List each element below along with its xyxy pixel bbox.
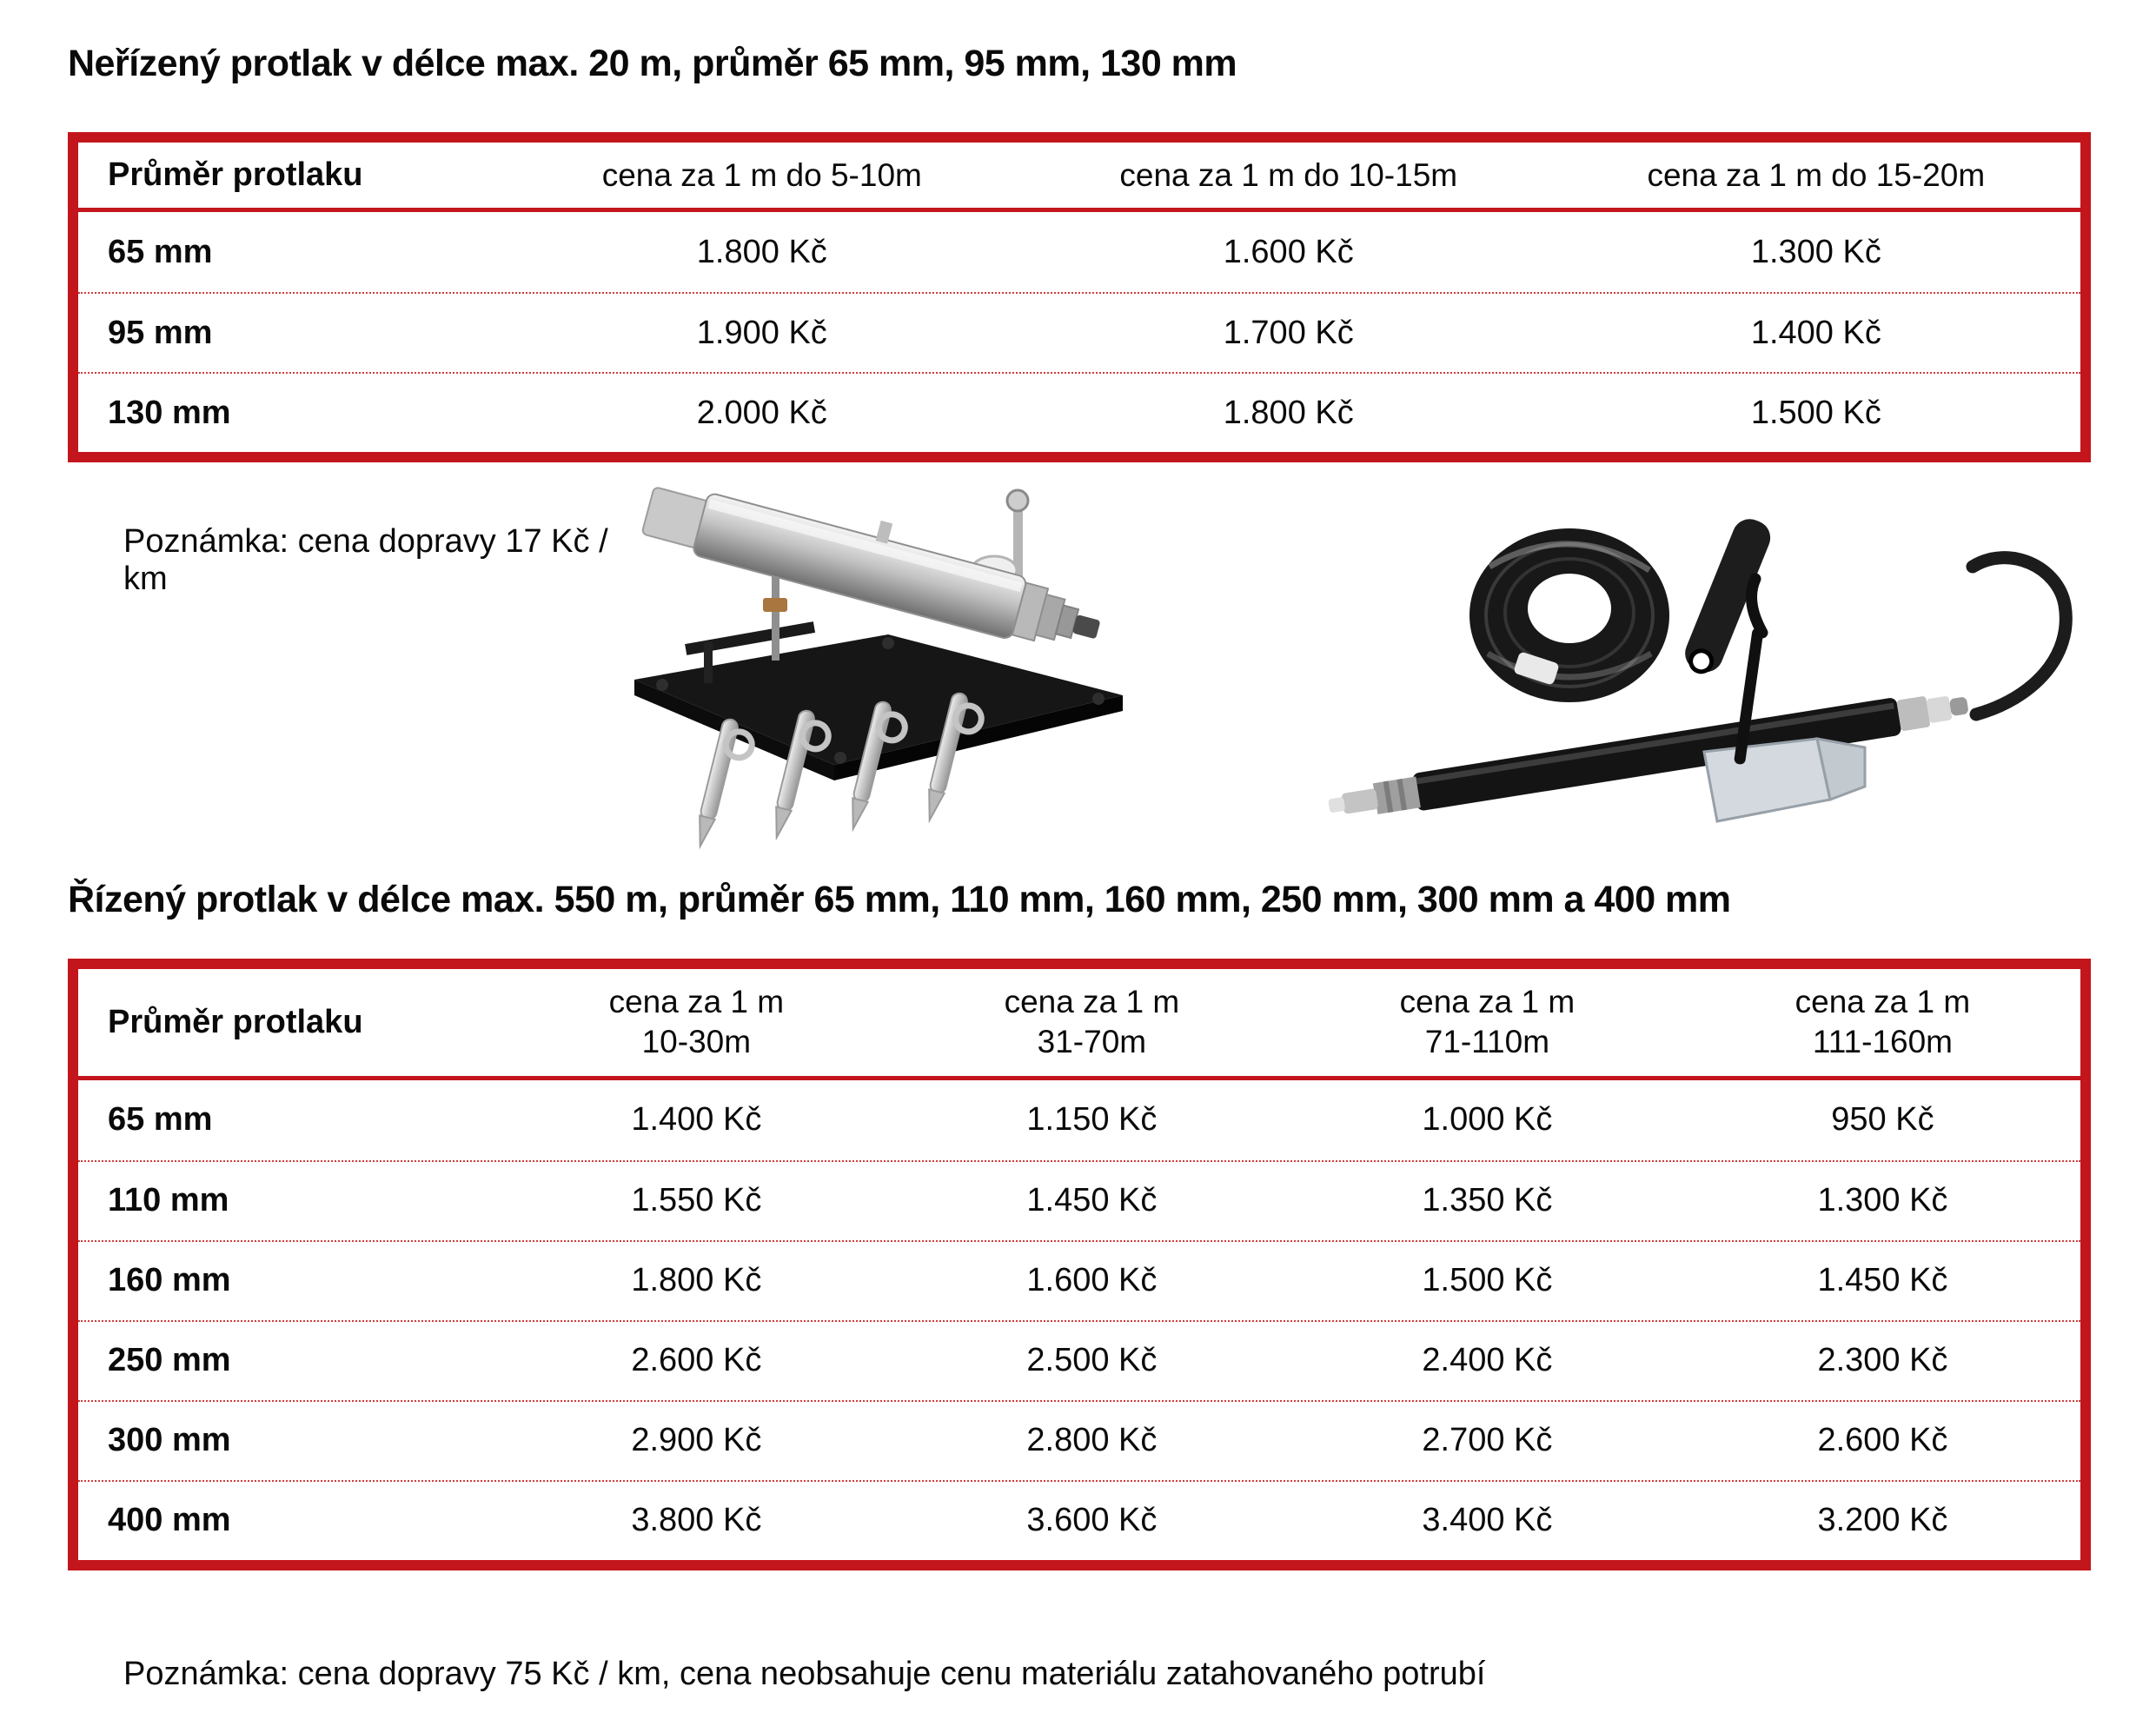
- table-row: 250 mm 2.600 Kč 2.500 Kč 2.400 Kč 2.300 …: [78, 1319, 2080, 1400]
- diameter-cell: 110 mm: [108, 1182, 229, 1219]
- table-row: 300 mm 2.900 Kč 2.800 Kč 2.700 Kč 2.600 …: [78, 1399, 2080, 1480]
- price-cell: 3.800 Kč: [631, 1502, 762, 1539]
- price-cell: 2.600 Kč: [631, 1342, 762, 1379]
- header-line: cena za 1 m: [1004, 984, 1180, 1020]
- price-cell: 2.300 Kč: [1817, 1342, 1948, 1379]
- header-cell-diameter: Průměr protlaku: [78, 1002, 499, 1044]
- price-cell: 1.600 Kč: [1026, 1262, 1158, 1299]
- diameter-cell: 300 mm: [108, 1422, 231, 1459]
- price-cell: 1.450 Kč: [1026, 1182, 1158, 1219]
- diameter-cell: 65 mm: [108, 233, 213, 270]
- price-cell: 1.500 Kč: [1750, 394, 1881, 431]
- pneumatic-piercing-machine-photo: [601, 487, 1158, 860]
- price-cell: 2.600 Kč: [1817, 1422, 1948, 1459]
- header-line: 71-110m: [1424, 1024, 1550, 1060]
- header-cell-price-3: cena za 1 m 71-110m: [1290, 982, 1685, 1063]
- diameter-cell: 160 mm: [108, 1262, 231, 1299]
- header-cell-price-1: cena za 1 m 10-30m: [499, 982, 894, 1063]
- table-header-row: Průměr protlaku cena za 1 m do 5-10m cen…: [78, 143, 2080, 213]
- section-title-unguided: Neřízený protlak v délce max. 20 m, prům…: [68, 43, 1237, 84]
- price-cell: 1.550 Kč: [631, 1182, 762, 1219]
- price-cell: 3.400 Kč: [1422, 1502, 1553, 1539]
- price-cell: 1.600 Kč: [1223, 233, 1354, 270]
- price-cell: 1.800 Kč: [696, 233, 827, 270]
- diameter-cell: 95 mm: [108, 314, 213, 351]
- price-cell: 2.900 Kč: [631, 1422, 762, 1459]
- header-line: protlaku: [232, 1003, 363, 1040]
- price-cell: 1.700 Kč: [1223, 314, 1354, 351]
- unguided-price-table: Průměr protlaku cena za 1 m do 5-10m cen…: [68, 132, 2091, 463]
- price-cell: 1.400 Kč: [631, 1101, 762, 1139]
- diameter-cell: 250 mm: [108, 1342, 231, 1379]
- table-row: 65 mm 1.800 Kč 1.600 Kč 1.300 Kč: [78, 212, 2080, 292]
- price-cell: 1.900 Kč: [696, 314, 827, 351]
- price-cell: 1.500 Kč: [1422, 1262, 1553, 1299]
- price-cell: 2.400 Kč: [1422, 1342, 1553, 1379]
- table-row: 160 mm 1.800 Kč 1.600 Kč 1.500 Kč 1.450 …: [78, 1239, 2080, 1320]
- table-row: 110 mm 1.550 Kč 1.450 Kč 1.350 Kč 1.300 …: [78, 1159, 2080, 1240]
- section-title-guided: Řízený protlak v délce max. 550 m, průmě…: [68, 879, 1731, 921]
- table-row: 65 mm 1.400 Kč 1.150 Kč 1.000 Kč 950 Kč: [78, 1080, 2080, 1160]
- price-cell: 3.600 Kč: [1026, 1502, 1158, 1539]
- drill-lance-with-hose-coil-photo: [1309, 487, 2091, 860]
- header-line: cena za 1 m: [1399, 984, 1576, 1020]
- header-line: Průměr: [108, 1003, 224, 1040]
- unguided-media-row: Poznámka: cena dopravy 17 Kč / km: [68, 487, 2091, 862]
- price-cell: 2.500 Kč: [1026, 1342, 1158, 1379]
- price-cell: 2.700 Kč: [1422, 1422, 1553, 1459]
- guided-price-table: Průměr protlaku cena za 1 m 10-30m cena …: [68, 958, 2091, 1570]
- diameter-cell: 130 mm: [108, 394, 231, 431]
- header-line: 31-70m: [1037, 1024, 1147, 1060]
- table-row: 400 mm 3.800 Kč 3.600 Kč 3.400 Kč 3.200 …: [78, 1479, 2080, 1560]
- note-guided: Poznámka: cena dopravy 75 Kč / km, cena …: [123, 1655, 1486, 1692]
- header-cell-diameter: Průměr protlaku: [108, 156, 363, 194]
- header-cell-price-2: cena za 1 m do 10-15m: [1119, 156, 1458, 193]
- header-cell-price-2: cena za 1 m 31-70m: [894, 982, 1290, 1063]
- table-row: 95 mm 1.900 Kč 1.700 Kč 1.400 Kč: [78, 292, 2080, 372]
- price-cell: 1.450 Kč: [1817, 1262, 1948, 1299]
- price-cell: 1.150 Kč: [1026, 1101, 1158, 1139]
- header-line: cena za 1 m: [1794, 984, 1971, 1020]
- header-line: 111-160m: [1812, 1024, 1953, 1060]
- header-line: 10-30m: [641, 1024, 752, 1060]
- price-cell: 1.400 Kč: [1750, 314, 1881, 351]
- price-cell: 1.000 Kč: [1422, 1101, 1553, 1139]
- price-cell: 1.300 Kč: [1817, 1182, 1948, 1219]
- header-line: cena za 1 m: [608, 984, 785, 1020]
- note-unguided: Poznámka: cena dopravy 17 Kč / km: [123, 523, 608, 598]
- diameter-cell: 400 mm: [108, 1502, 231, 1539]
- diameter-cell: 65 mm: [108, 1101, 213, 1139]
- price-cell: 2.800 Kč: [1026, 1422, 1158, 1459]
- header-cell-price-1: cena za 1 m do 5-10m: [601, 156, 922, 193]
- price-cell: 1.800 Kč: [1223, 394, 1354, 431]
- header-cell-price-3: cena za 1 m do 15-20m: [1647, 156, 1986, 193]
- table-row: 130 mm 2.000 Kč 1.800 Kč 1.500 Kč: [78, 372, 2080, 452]
- price-cell: 950 Kč: [1831, 1101, 1934, 1139]
- header-cell-price-4: cena za 1 m 111-160m: [1685, 982, 2080, 1063]
- price-list-page: Neřízený protlak v délce max. 20 m, prům…: [0, 43, 2156, 1733]
- price-cell: 3.200 Kč: [1817, 1502, 1948, 1539]
- price-cell: 2.000 Kč: [696, 394, 827, 431]
- price-cell: 1.800 Kč: [631, 1262, 762, 1299]
- price-cell: 1.350 Kč: [1422, 1182, 1553, 1219]
- price-cell: 1.300 Kč: [1750, 233, 1881, 270]
- table-header-row: Průměr protlaku cena za 1 m 10-30m cena …: [78, 969, 2080, 1080]
